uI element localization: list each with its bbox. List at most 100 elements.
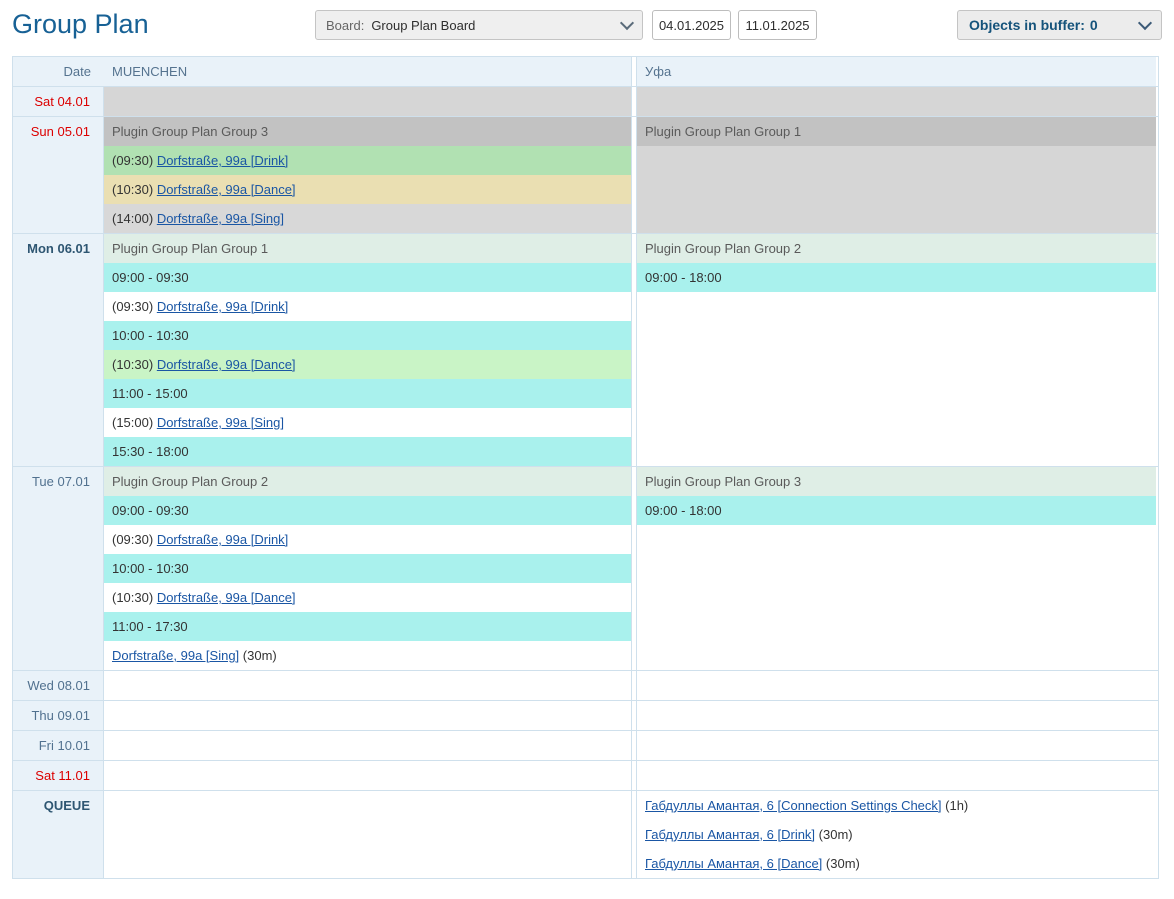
- day-row-mon-06-01: Mon 06.01 Plugin Group Plan Group 1 09:00 …: [13, 233, 1158, 466]
- day-row-sun-05-01: Sun 05.01 Plugin Group Plan Group 3 (09:30…: [13, 116, 1158, 233]
- day-row-sat-11-01: Sat 11.01: [13, 760, 1158, 790]
- free-slot[interactable]: 09:00 - 09:30: [104, 496, 631, 525]
- free-slot[interactable]: 11:00 - 17:30: [104, 612, 631, 641]
- column-gap: [631, 671, 637, 700]
- appointment-link[interactable]: Dorfstraße, 99a [Drink]: [156, 299, 289, 314]
- cell-ufa: Габдуллы Амантая, 6 [Connection Settings…: [637, 791, 1156, 878]
- cell-muenchen: [104, 791, 631, 878]
- appointment-row: Габдуллы Амантая, 6 [Drink] (30m): [637, 820, 1156, 849]
- appointment-duration-suffix: (1h): [941, 798, 969, 813]
- free-slot[interactable]: 09:00 - 09:30: [104, 263, 631, 292]
- appointment-row: (10:30) Dorfstraße, 99a [Dance]: [104, 350, 631, 379]
- buffer-count: 0: [1089, 17, 1098, 33]
- appointment-time-prefix: (09:30): [112, 153, 157, 168]
- date-cell: Mon 06.01: [13, 234, 104, 466]
- day-row-wed-08-01: Wed 08.01: [13, 670, 1158, 700]
- free-slot[interactable]: 10:00 - 10:30: [104, 554, 631, 583]
- free-slot[interactable]: 11:00 - 15:00: [104, 379, 631, 408]
- free-slot[interactable]: 09:00 - 18:00: [637, 496, 1156, 525]
- appointment-time-prefix: (15:00): [112, 415, 157, 430]
- appointment-time-prefix: (09:30): [112, 299, 157, 314]
- cell-muenchen: [104, 671, 631, 700]
- column-gap: [631, 234, 637, 466]
- appointment-link[interactable]: Dorfstraße, 99a [Dance]: [156, 182, 296, 197]
- empty-block: [637, 525, 1156, 670]
- date-to-input[interactable]: [738, 10, 817, 40]
- header-date: Date: [13, 57, 104, 86]
- appointment-time-prefix: (14:00): [112, 211, 157, 226]
- empty-block: [104, 671, 631, 700]
- header-location-ufa: Уфа: [637, 57, 1156, 86]
- date-cell: Sun 05.01: [13, 117, 104, 233]
- free-slot[interactable]: 15:30 - 18:00: [104, 437, 631, 466]
- appointment-row: Dorfstraße, 99a [Sing] (30m): [104, 641, 631, 670]
- appointment-row: (09:30) Dorfstraße, 99a [Drink]: [104, 292, 631, 321]
- group-plan-table: Date MUENCHEN Уфа Sat 04.01 Sun 05.01 Plug…: [12, 56, 1159, 879]
- column-gap: [631, 731, 637, 760]
- appointment-time-prefix: (10:30): [112, 357, 157, 372]
- cell-muenchen: [104, 701, 631, 730]
- date-from-input[interactable]: [652, 10, 731, 40]
- free-slot[interactable]: 10:00 - 10:30: [104, 321, 631, 350]
- appointment-link[interactable]: Dorfstraße, 99a [Sing]: [112, 648, 240, 663]
- group-header: Plugin Group Plan Group 1: [637, 117, 1156, 146]
- group-header: Plugin Group Plan Group 2: [637, 234, 1156, 263]
- plan-table-body: Sat 04.01 Sun 05.01 Plugin Group Plan Grou…: [13, 86, 1158, 878]
- toolbar: Group Plan Board: Group Plan Board Objec…: [0, 0, 1174, 56]
- appointment-time-prefix: (10:30): [112, 182, 157, 197]
- appointment-link[interactable]: Dorfstraße, 99a [Dance]: [156, 357, 296, 372]
- header-location-muenchen: MUENCHEN: [104, 57, 631, 86]
- cell-muenchen: [104, 761, 631, 790]
- appointment-time-prefix: (09:30): [112, 532, 157, 547]
- board-select-value: Group Plan Board: [371, 17, 476, 33]
- free-slot[interactable]: 09:00 - 18:00: [637, 263, 1156, 292]
- cell-muenchen: Plugin Group Plan Group 1 09:00 - 09:30 (0…: [104, 234, 631, 466]
- empty-block: [104, 731, 631, 760]
- cell-muenchen: Plugin Group Plan Group 2 09:00 - 09:30 (0…: [104, 467, 631, 670]
- column-gap: [631, 467, 637, 670]
- date-cell: Thu 09.01: [13, 701, 104, 730]
- column-gap: [631, 87, 637, 116]
- date-cell: Wed 08.01: [13, 671, 104, 700]
- cell-ufa: [637, 731, 1156, 760]
- appointment-row: Габдуллы Амантая, 6 [Connection Settings…: [637, 791, 1156, 820]
- appointment-link[interactable]: Dorfstraße, 99a [Drink]: [156, 153, 289, 168]
- empty-block: [637, 761, 1156, 790]
- chevron-down-icon: [1137, 15, 1153, 31]
- buffer-dropdown[interactable]: Objects in buffer: 0: [957, 10, 1162, 40]
- appointment-row: (09:30) Dorfstraße, 99a [Drink]: [104, 525, 631, 554]
- cell-muenchen: Plugin Group Plan Group 3 (09:30) Dorfstr…: [104, 117, 631, 233]
- cell-muenchen: [104, 87, 631, 116]
- appointment-row: (10:30) Dorfstraße, 99a [Dance]: [104, 175, 631, 204]
- day-row-queue: QUEUE Габдуллы Амантая, 6 [Connection Set…: [13, 790, 1158, 878]
- appointment-row: (09:30) Dorfstraße, 99a [Drink]: [104, 146, 631, 175]
- appointment-link[interactable]: Габдуллы Амантая, 6 [Connection Settings…: [645, 798, 942, 813]
- cell-ufa: [637, 87, 1156, 116]
- column-gap: [631, 701, 637, 730]
- group-header: Plugin Group Plan Group 3: [104, 117, 631, 146]
- group-header: Plugin Group Plan Group 2: [104, 467, 631, 496]
- column-gap: [631, 761, 637, 790]
- date-cell: Sat 11.01: [13, 761, 104, 790]
- appointment-row: Габдуллы Амантая, 6 [Dance] (30m): [637, 849, 1156, 878]
- appointment-link[interactable]: Габдуллы Амантая, 6 [Drink]: [645, 827, 816, 842]
- appointment-link[interactable]: Dorfstraße, 99a [Drink]: [156, 532, 289, 547]
- day-row-thu-09-01: Thu 09.01: [13, 700, 1158, 730]
- column-gap: [631, 57, 637, 86]
- appointment-link[interactable]: Dorfstraße, 99a [Dance]: [156, 590, 296, 605]
- appointment-link[interactable]: Dorfstraße, 99a [Sing]: [156, 415, 284, 430]
- board-select[interactable]: Board: Group Plan Board: [315, 10, 643, 40]
- appointment-link[interactable]: Dorfstraße, 99a [Sing]: [156, 211, 284, 226]
- column-gap: [631, 791, 637, 878]
- empty-block: [637, 671, 1156, 700]
- cell-ufa: Plugin Group Plan Group 1: [637, 117, 1156, 233]
- empty-block: [637, 146, 1156, 233]
- date-cell: QUEUE: [13, 791, 104, 878]
- cell-ufa: Plugin Group Plan Group 3 09:00 - 18:00: [637, 467, 1156, 670]
- appointment-link[interactable]: Габдуллы Амантая, 6 [Dance]: [645, 856, 823, 871]
- chevron-down-icon: [619, 15, 635, 31]
- day-row-fri-10-01: Fri 10.01: [13, 730, 1158, 760]
- empty-block: [637, 292, 1156, 466]
- day-row-tue-07-01: Tue 07.01 Plugin Group Plan Group 2 09:00 …: [13, 466, 1158, 670]
- empty-block: [104, 87, 631, 116]
